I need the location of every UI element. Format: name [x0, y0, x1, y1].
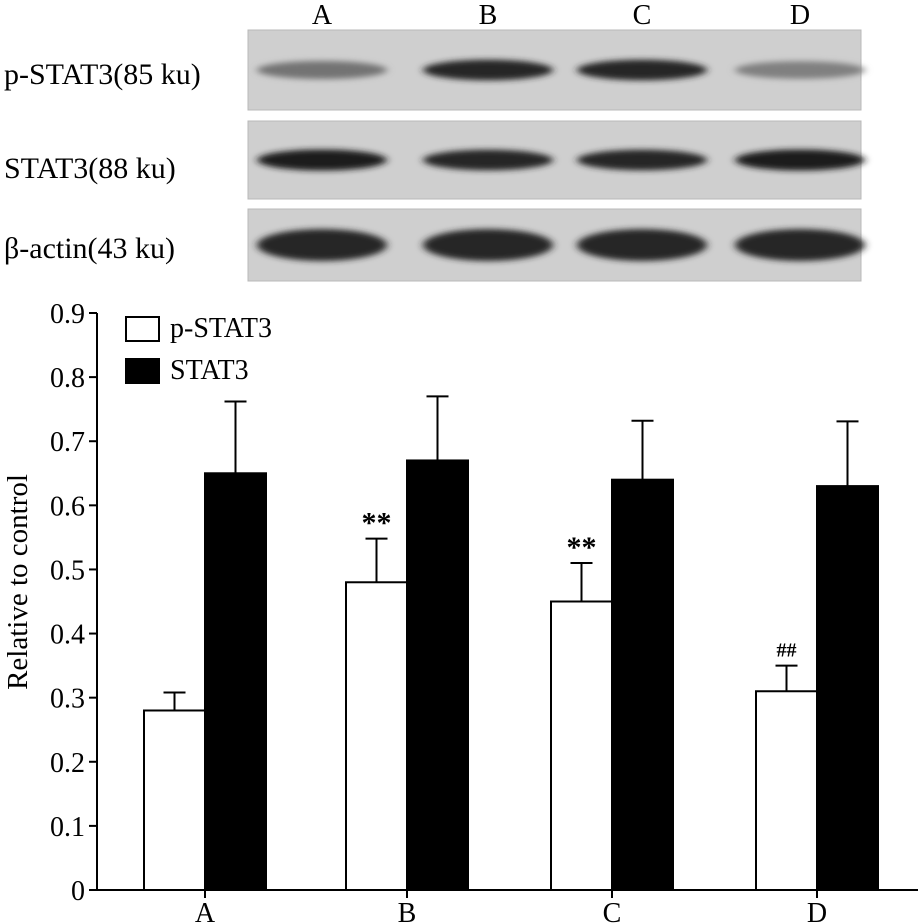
y-axis-label: Relative to control — [2, 474, 34, 690]
bar-stat3-c — [611, 478, 674, 891]
blot-band — [577, 59, 707, 81]
x-tick-label: A — [195, 898, 216, 924]
y-tick-label: 0.6 — [50, 491, 85, 522]
blot-row-label-beta-actin: β-actin(43 ku) — [4, 232, 175, 265]
bar-stat3-a — [204, 472, 267, 891]
significance-marker: ** — [567, 531, 597, 564]
blot-row-label-p-stat3: p-STAT3(85 ku) — [4, 58, 201, 91]
blot-lane-label-d: D — [790, 0, 810, 31]
x-tick-label: B — [398, 898, 417, 924]
blot-band — [735, 229, 865, 261]
y-tick-label: 0.4 — [50, 620, 85, 651]
y-tick-label: 0.5 — [50, 555, 85, 586]
legend: p-STAT3 STAT3 — [125, 313, 272, 386]
y-tick-label: 0.8 — [50, 363, 85, 394]
bars — [143, 459, 879, 891]
bar-stat3-b — [406, 459, 469, 891]
blot-band — [423, 229, 553, 261]
x-tick-label: D — [807, 898, 827, 924]
y-tick-label: 0.9 — [50, 299, 85, 330]
blot-band — [735, 149, 865, 171]
y-axis-ticks: 0 0.1 0.2 0.3 0.4 0.5 0.6 0.7 0.8 0.9 — [50, 299, 97, 907]
legend-swatch-stat3 — [125, 358, 160, 384]
blot-band — [257, 60, 387, 80]
legend-swatch-p-stat3 — [125, 316, 160, 342]
y-tick-label: 0.7 — [50, 427, 85, 458]
bar-p-stat3-b — [345, 581, 408, 891]
blot-band — [257, 229, 387, 261]
legend-label-stat3: STAT3 — [170, 355, 249, 386]
significance-marker: ** — [362, 507, 392, 540]
western-blot: A B C D p-STAT3(85 ku) STAT3(88 ku) β-ac… — [4, 0, 865, 282]
bar-p-stat3-d — [755, 690, 818, 891]
x-tick-label: C — [603, 898, 622, 924]
y-tick-label: 0.2 — [50, 748, 85, 779]
blot-row-label-stat3: STAT3(88 ku) — [4, 152, 176, 185]
blot-band — [577, 149, 707, 171]
annotations: ** ** ## — [362, 507, 797, 662]
blot-band — [423, 149, 553, 171]
bar-p-stat3-a — [143, 709, 206, 891]
blot-strips — [247, 29, 865, 282]
blot-band — [423, 59, 553, 81]
bar-p-stat3-c — [550, 600, 613, 891]
blot-lane-label-c: C — [633, 0, 652, 31]
blot-lane-label-a: A — [312, 0, 333, 31]
bar-chart: Relative to control 00.10.20.30.40.50.60… — [2, 299, 918, 924]
y-tick-label: 0 — [71, 876, 85, 907]
blot-band — [257, 149, 387, 171]
error-bars — [163, 395, 859, 711]
bar-stat3-d — [816, 485, 879, 891]
blot-band — [577, 229, 707, 261]
blot-lane-label-b: B — [479, 0, 498, 31]
y-tick-label: 0.3 — [50, 684, 85, 715]
legend-label-p-stat3: p-STAT3 — [170, 313, 272, 344]
significance-marker: ## — [777, 640, 797, 662]
y-tick-label: 0.1 — [50, 812, 85, 843]
blot-band — [735, 61, 865, 79]
x-axis-ticks: A B C D — [195, 890, 827, 924]
